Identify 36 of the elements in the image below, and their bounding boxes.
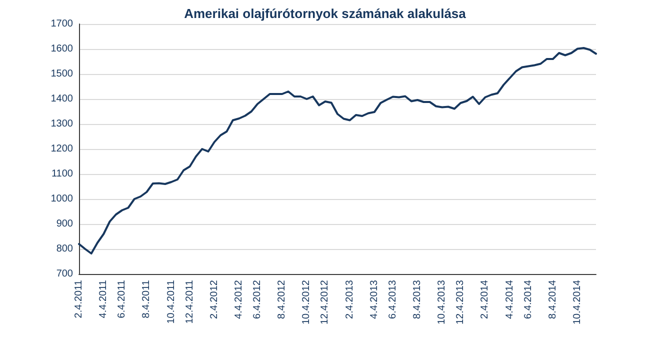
x-tick-label: 10.4.2012 [301, 280, 312, 324]
x-tick-label: 4.4.2012 [234, 280, 245, 319]
x-tick-label: 4.4.2014 [504, 280, 516, 319]
x-tick-label: 4.4.2013 [368, 280, 380, 319]
x-tick-label: 4.4.2011 [98, 280, 110, 318]
x-tick-label: 10.4.2011 [166, 280, 177, 324]
y-tick-label: 900 [56, 218, 74, 230]
x-tick-label: 6.4.2011 [116, 280, 128, 318]
x-tick-label: 10.4.2013 [436, 280, 448, 324]
x-tick-label: 12.4.2013 [455, 280, 466, 324]
y-tick-label: 700 [56, 268, 74, 280]
y-tick-label: 1500 [50, 68, 74, 80]
x-tick-label: 8.4.2013 [412, 280, 424, 319]
x-tick-label: 6.4.2014 [522, 280, 534, 319]
y-tick-label: 1300 [50, 118, 74, 130]
y-tick-label: 1100 [51, 168, 74, 180]
x-tick-label: 8.4.2011 [141, 280, 152, 318]
x-tick-label: 2.4.2013 [344, 280, 356, 319]
y-tick-label: 1700 [50, 18, 74, 30]
x-tick-label: 8.4.2014 [547, 280, 558, 319]
y-tick-label: 800 [56, 244, 74, 254]
x-tick-label: 6.4.2013 [387, 280, 398, 319]
y-tick-label: 1200 [50, 144, 74, 154]
x-tick-label: 12.4.2011 [184, 280, 196, 324]
line-series [78, 47, 597, 254]
x-tick-label: 2.4.2014 [480, 280, 491, 319]
y-tick-label: 1000 [50, 194, 74, 204]
x-tick-label: 12.4.2012 [320, 280, 331, 324]
y-tick-label: 1400 [50, 94, 74, 104]
y-tick-label: 1600 [50, 44, 74, 54]
x-tick-label: 8.4.2012 [276, 280, 288, 319]
x-tick-label: 6.4.2012 [252, 280, 263, 319]
x-tick-label: 2.4.2011 [74, 280, 84, 318]
x-tick-label: 2.4.2012 [208, 280, 220, 319]
x-tick-label: 10.4.2014 [572, 280, 584, 324]
chart-title: Amerikai olajfúrótornyok számának alakulása [184, 6, 467, 21]
